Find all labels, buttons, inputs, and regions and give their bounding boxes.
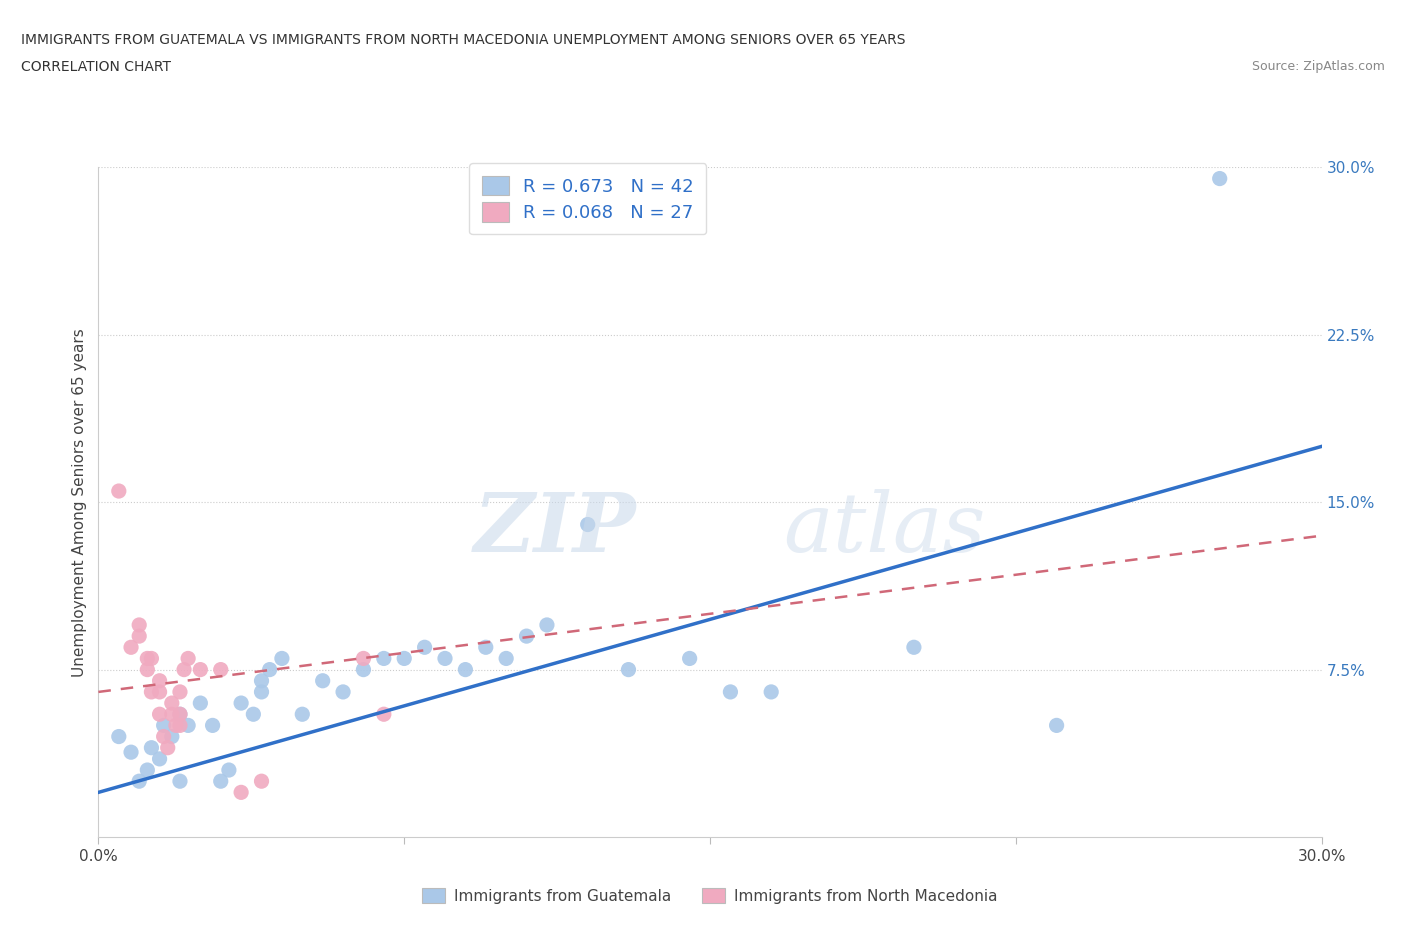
Point [128,774,150,789]
Point [141,651,163,666]
Point [454,662,477,677]
Point [152,718,174,733]
Point [209,662,232,677]
Point [718,684,742,699]
Y-axis label: Unemployment Among Seniors over 65 years: Unemployment Among Seniors over 65 years [72,328,87,677]
Point [136,651,159,666]
Point [761,684,783,699]
Text: CORRELATION CHART: CORRELATION CHART [21,60,172,74]
Point [169,707,191,722]
Point [536,618,558,632]
Point [152,729,174,744]
Text: atlas: atlas [783,489,986,569]
Point [352,651,374,666]
Point [270,651,294,666]
Point [373,651,395,666]
Point [169,774,191,789]
Point [169,718,191,733]
Point [434,651,457,666]
Point [209,774,232,789]
Point [136,763,159,777]
Point [413,640,436,655]
Point [679,651,702,666]
Point [156,740,179,755]
Point [474,640,498,655]
Point [1045,718,1069,733]
Point [149,673,172,688]
Point [516,629,538,644]
Point [173,662,195,677]
Point [312,673,335,688]
Point [108,729,131,744]
Point [373,707,395,722]
Point [242,707,264,722]
Point [128,629,150,644]
Point [165,718,187,733]
Point [160,729,183,744]
Point [120,640,142,655]
Point [169,707,191,722]
Point [250,774,273,789]
Point [136,662,159,677]
Point [250,684,273,699]
Point [141,684,163,699]
Point [231,696,253,711]
Point [352,662,374,677]
Text: ZIP: ZIP [474,489,637,569]
Point [177,718,200,733]
Point [177,651,200,666]
Point [128,618,150,632]
Point [188,696,212,711]
Point [259,662,281,677]
Point [160,696,183,711]
Point [120,745,142,760]
Point [201,718,224,733]
Point [617,662,640,677]
Point [576,517,599,532]
Text: Source: ZipAtlas.com: Source: ZipAtlas.com [1251,60,1385,73]
Point [141,740,163,755]
Point [149,707,172,722]
Point [332,684,354,699]
Point [149,684,172,699]
Point [392,651,416,666]
Point [218,763,240,777]
Point [250,673,273,688]
Point [231,785,253,800]
Text: IMMIGRANTS FROM GUATEMALA VS IMMIGRANTS FROM NORTH MACEDONIA UNEMPLOYMENT AMONG : IMMIGRANTS FROM GUATEMALA VS IMMIGRANTS … [21,33,905,46]
Point [903,640,925,655]
Point [169,684,191,699]
Point [291,707,314,722]
Point [149,751,172,766]
Point [108,484,131,498]
Point [188,662,212,677]
Point [495,651,517,666]
Point [1209,171,1232,186]
Point [160,707,183,722]
Legend: Immigrants from Guatemala, Immigrants from North Macedonia: Immigrants from Guatemala, Immigrants fr… [416,882,1004,910]
